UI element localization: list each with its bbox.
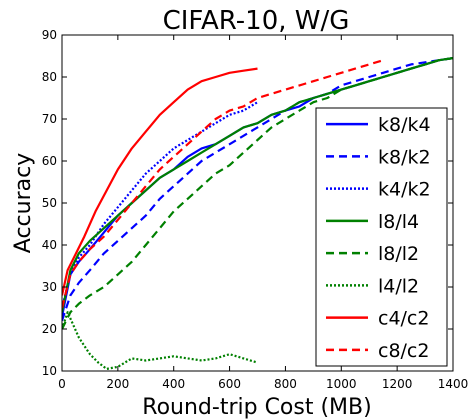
legend-label: c4/c2 [378, 308, 429, 330]
legend-label: l8/l2 [378, 243, 419, 265]
chart-title: CIFAR-10, W/G [163, 6, 350, 36]
x-tick-label: 600 [218, 377, 241, 391]
legend-label: k8/k2 [378, 146, 431, 168]
series-line-c8-c2 [62, 59, 384, 309]
x-tick-label: 200 [106, 377, 129, 391]
y-tick-label: 30 [42, 280, 57, 294]
legend-label: k8/k4 [378, 114, 431, 136]
legend-label: l4/l2 [378, 275, 419, 297]
y-tick-label: 80 [42, 70, 57, 84]
legend-label: l8/l4 [378, 211, 419, 233]
x-tick-label: 1000 [326, 377, 357, 391]
x-tick-label: 1400 [438, 377, 469, 391]
y-axis-label: Accuracy [11, 153, 36, 253]
legend-label: k4/k2 [378, 179, 431, 201]
series-line-l4-l2 [62, 311, 258, 370]
legend-box [315, 107, 448, 367]
series-line-k8-k2 [62, 57, 453, 321]
x-axis-label: Round-trip Cost (MB) [142, 395, 371, 419]
y-tick-label: 70 [42, 112, 57, 126]
legend-label: c8/c2 [378, 340, 429, 362]
y-tick-label: 90 [42, 28, 57, 42]
series-line-c4-c2 [62, 67, 258, 296]
x-tick-label: 800 [274, 377, 297, 391]
y-tick-label: 10 [42, 364, 57, 378]
x-tick-label: 1200 [382, 377, 413, 391]
y-tick-label: 60 [42, 154, 57, 168]
series-line-l8-l2 [62, 57, 453, 330]
series-layer [62, 57, 453, 370]
y-tick-label: 50 [42, 196, 57, 210]
series-line-k4-k2 [62, 101, 259, 309]
y-tick-label: 40 [42, 238, 57, 252]
legend: k8/k4 k8/k2 k4/k2 l8/l4 l8/l2 l4/l2 c4/c2 c8/c2 [315, 107, 448, 367]
x-tick-label: 400 [162, 377, 185, 391]
x-tick-label: 0 [58, 377, 66, 391]
y-tick-label: 20 [42, 322, 57, 336]
ticks-layer: 0 200 400 600 800 1000 1200 1400 10 20 30 40 50 60 70 8… [42, 28, 469, 391]
